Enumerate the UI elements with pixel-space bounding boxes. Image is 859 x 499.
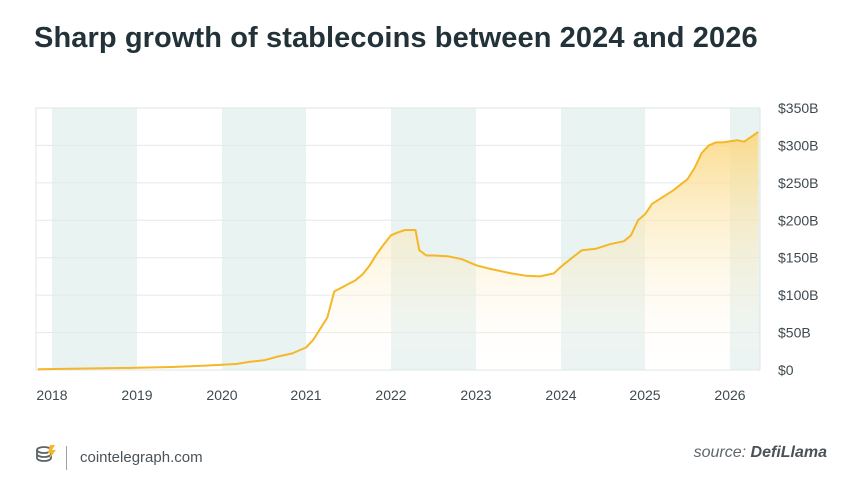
x-tick-label: 2023: [460, 387, 491, 403]
year-band: [52, 108, 137, 370]
y-tick-label: $250B: [778, 175, 818, 191]
series-line: [37, 131, 759, 371]
x-tick-label: 2022: [375, 387, 406, 403]
y-tick-label: $350B: [778, 100, 818, 116]
source-prefix: source:: [693, 444, 747, 461]
brand-divider: [66, 445, 67, 470]
x-tick-label: 2019: [121, 387, 152, 403]
y-tick-label: $50B: [778, 325, 811, 341]
x-axis-ticks: 2018 2019 2020 2021 2022 2023 2024 2025 2026: [36, 387, 745, 403]
x-tick-label: 2024: [545, 387, 576, 403]
year-band: [222, 108, 306, 370]
area-fill: [37, 132, 759, 370]
brand-name[interactable]: cointelegraph.com: [80, 449, 203, 466]
chart-title: Sharp growth of stablecoins between 2024…: [34, 22, 758, 54]
x-tick-label: 2020: [206, 387, 237, 403]
x-tick-label: 2018: [36, 387, 67, 403]
y-tick-label: $100B: [778, 287, 818, 303]
area-layer: [37, 131, 759, 371]
brand[interactable]: cointelegraph.com: [32, 442, 203, 473]
x-tick-label: 2021: [290, 387, 321, 403]
source-name: DefiLlama: [750, 444, 827, 461]
cointelegraph-logo-icon: [32, 442, 58, 473]
y-tick-label: $200B: [778, 212, 818, 228]
x-tick-label: 2026: [714, 387, 745, 403]
source-credit: source: DefiLlama: [694, 444, 827, 462]
footer: cointelegraph.com source: DefiLlama: [0, 436, 859, 472]
y-axis-ticks: $0 $50B $100B $150B $200B $250B $300B $350B: [778, 100, 818, 378]
x-tick-label: 2025: [629, 387, 660, 403]
y-tick-label: $150B: [778, 250, 818, 266]
area-chart: 2018 2019 2020 2021 2022 2023 2024 2025 2026 $0$…: [35, 100, 818, 403]
y-tick-label: $0: [778, 362, 794, 378]
y-tick-label: $300B: [778, 137, 818, 153]
